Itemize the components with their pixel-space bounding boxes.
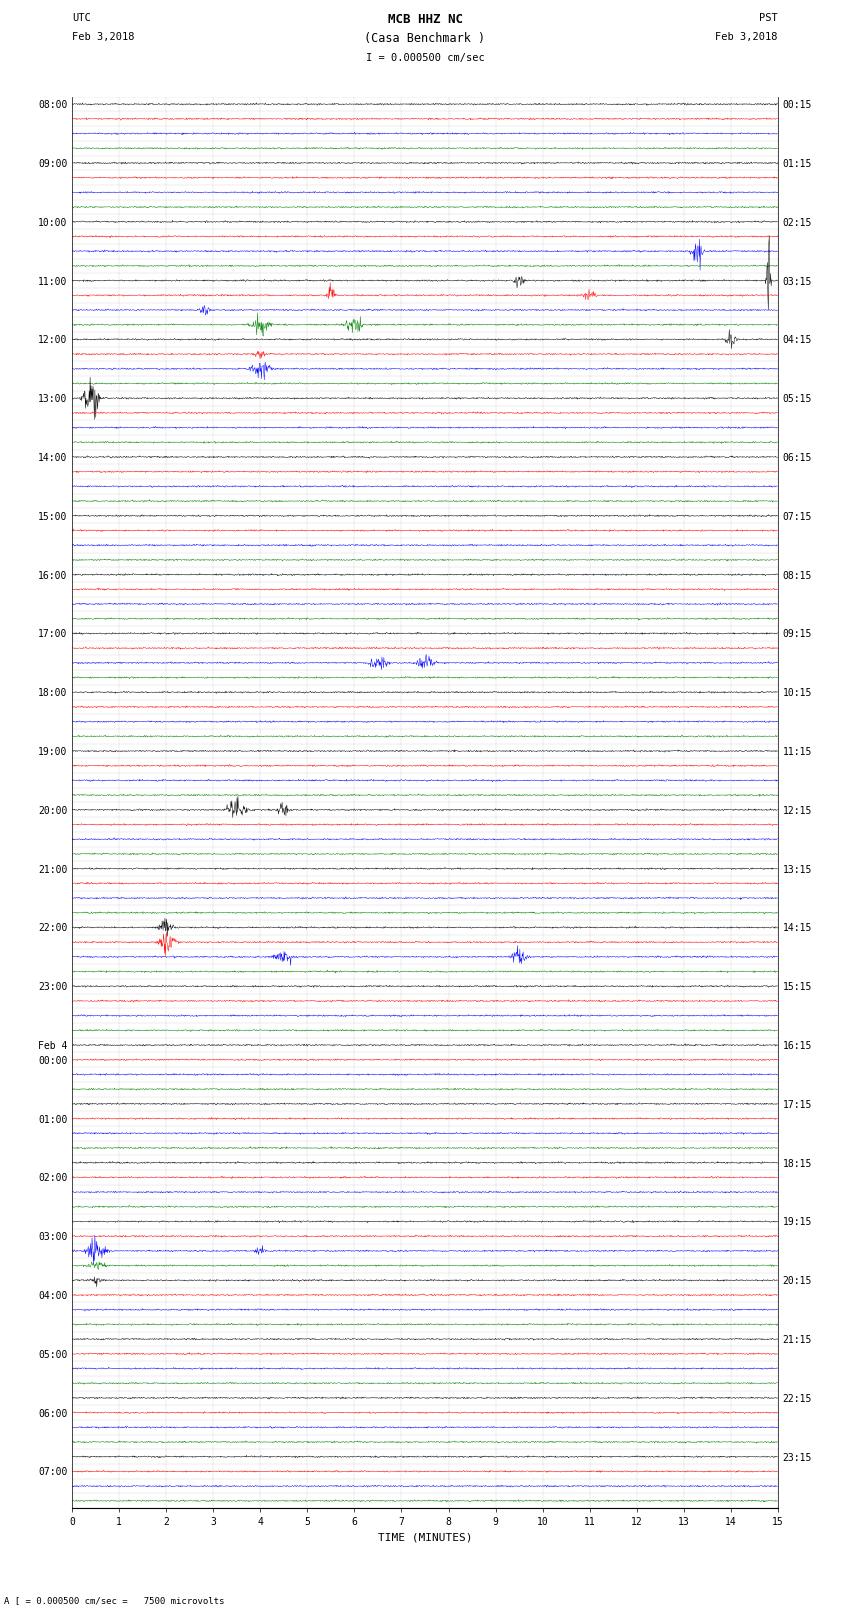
Text: PST: PST xyxy=(759,13,778,23)
Text: I = 0.000500 cm/sec: I = 0.000500 cm/sec xyxy=(366,53,484,63)
X-axis label: TIME (MINUTES): TIME (MINUTES) xyxy=(377,1532,473,1542)
Text: MCB HHZ NC: MCB HHZ NC xyxy=(388,13,462,26)
Text: UTC: UTC xyxy=(72,13,91,23)
Text: A [ = 0.000500 cm/sec =   7500 microvolts: A [ = 0.000500 cm/sec = 7500 microvolts xyxy=(4,1595,224,1605)
Text: Feb 3,2018: Feb 3,2018 xyxy=(715,32,778,42)
Text: Feb 3,2018: Feb 3,2018 xyxy=(72,32,135,42)
Text: (Casa Benchmark ): (Casa Benchmark ) xyxy=(365,32,485,45)
